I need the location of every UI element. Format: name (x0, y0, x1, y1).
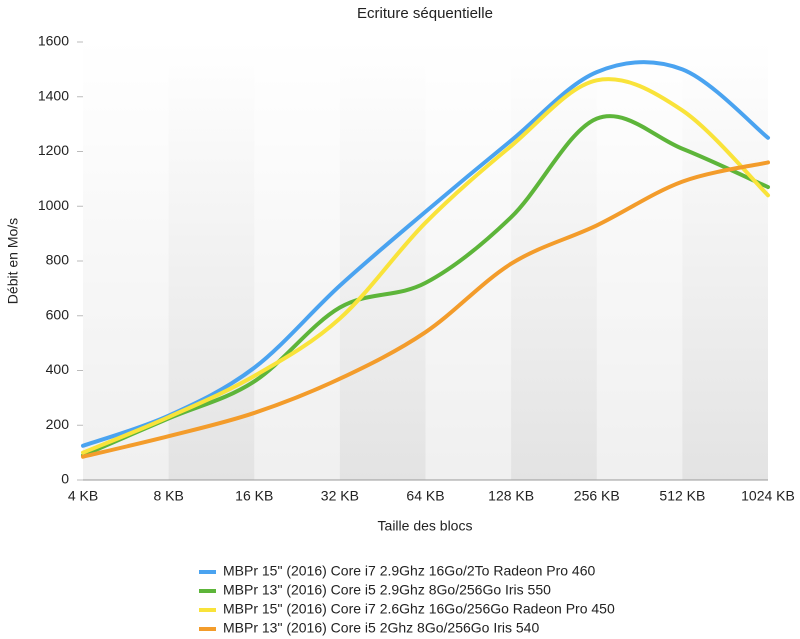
plot-band (254, 42, 340, 480)
legend-label: MBPr 13" (2016) Core i5 2Ghz 8Go/256Go I… (223, 620, 539, 636)
y-tick-label: 1400 (38, 87, 69, 103)
x-tick-label: 256 KB (574, 488, 620, 504)
y-tick-label: 1000 (38, 197, 69, 213)
y-tick-label: 0 (61, 471, 69, 487)
x-tick-label: 1024 KB (741, 488, 795, 504)
y-tick-label: 200 (46, 416, 70, 432)
series-line (81, 77, 770, 455)
x-axis-label: Taille des blocs (378, 518, 473, 534)
x-tick-label: 8 KB (153, 488, 183, 504)
y-tick-label: 400 (46, 361, 70, 377)
series-line (81, 114, 770, 458)
y-tick-label: 1600 (38, 33, 69, 49)
legend-label: MBPr 15" (2016) Core i7 2.9Ghz 16Go/2To … (223, 563, 596, 579)
x-tick-label: 16 KB (235, 488, 273, 504)
y-axis-label: Débit en Mo/s (5, 218, 21, 304)
y-tick-label: 600 (46, 306, 70, 322)
y-tick-label: 800 (46, 252, 70, 268)
series-line (81, 160, 770, 459)
legend-label: MBPr 13" (2016) Core i5 2.9Ghz 8Go/256Go… (223, 582, 551, 598)
plot-band (596, 42, 683, 480)
legend-label: MBPr 15" (2016) Core i7 2.6Ghz 16Go/256G… (223, 601, 615, 617)
x-tick-label: 32 KB (321, 488, 359, 504)
plot-band (425, 42, 512, 480)
x-tick-label: 512 KB (659, 488, 705, 504)
x-tick-label: 64 KB (406, 488, 444, 504)
x-tick-label: 4 KB (68, 488, 98, 504)
chart-title: Ecriture séquentielle (357, 5, 493, 22)
series-line (81, 60, 770, 448)
x-tick-label: 128 KB (488, 488, 534, 504)
plot-band (83, 42, 169, 480)
y-tick-label: 1200 (38, 142, 69, 158)
